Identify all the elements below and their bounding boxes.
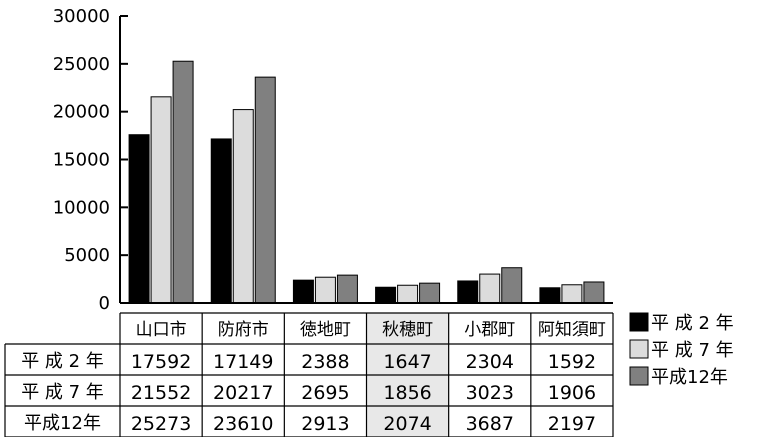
bar-山口市-2 [150, 96, 172, 304]
bar-徳地町-3 [336, 274, 358, 304]
legend-swatch [629, 312, 649, 332]
row-label: 平 成 7 年 [21, 382, 104, 403]
table-cell: 1856 [383, 382, 431, 404]
table-cell: 1592 [548, 351, 596, 373]
table-cell: 2388 [301, 351, 349, 373]
y-axis: 0 5000 10000 15000 20000 25000 30000 [53, 6, 613, 314]
category-label: 阿知須町 [538, 320, 606, 340]
legend-label: 平 成 7 年 [651, 340, 734, 361]
category-label: 秋穂町 [382, 320, 433, 340]
table-cell: 2197 [548, 413, 596, 435]
table-cell: 25273 [131, 413, 191, 435]
bar-山口市-3 [172, 60, 194, 304]
table-cell: 17149 [213, 351, 273, 373]
bar-徳地町-1 [292, 279, 314, 304]
bar-阿知須町-1 [539, 287, 561, 304]
table-cell: 2074 [383, 413, 431, 435]
row-label: 平 成 2 年 [21, 351, 104, 372]
y-tick-label: 15000 [53, 150, 110, 171]
legend-label: 平 成 2 年 [651, 313, 734, 334]
table-cell: 1647 [383, 351, 431, 373]
category-label: 防府市 [218, 320, 269, 340]
table-cell: 3687 [466, 413, 514, 435]
bars-layer [128, 60, 605, 304]
category-label: 徳地町 [300, 320, 351, 340]
category-label: 小郡町 [464, 320, 515, 340]
y-tick-label: 20000 [53, 102, 110, 123]
y-tick-label: 5000 [64, 245, 110, 266]
table-cell: 20217 [213, 382, 273, 404]
bar-秋穂町-3 [419, 282, 441, 304]
bar-阿知須町-3 [583, 281, 605, 304]
bar-小郡町-1 [457, 280, 479, 304]
bar-阿知須町-2 [561, 284, 583, 304]
bar-徳地町-2 [314, 276, 336, 304]
y-tick-label: 10000 [53, 197, 110, 218]
table-cell: 23610 [213, 413, 273, 435]
legend-swatch [629, 339, 649, 359]
legend-label: 平成12年 [651, 367, 728, 388]
y-tick-label: 30000 [53, 6, 110, 27]
table-cell: 1906 [548, 382, 596, 404]
row-label: 平成12年 [24, 413, 101, 434]
bar-防府市-3 [254, 76, 276, 304]
table-cell: 3023 [466, 382, 514, 404]
table-cell: 21552 [131, 382, 191, 404]
category-label: 山口市 [136, 320, 187, 340]
table-cell: 2913 [301, 413, 349, 435]
bar-防府市-2 [232, 109, 254, 304]
bar-秋穂町-2 [397, 284, 419, 304]
y-tick-label: 0 [99, 293, 110, 314]
legend-swatch [629, 366, 649, 386]
bar-秋穂町-1 [375, 286, 397, 304]
table-cell: 17592 [131, 351, 191, 373]
bar-小郡町-2 [479, 273, 501, 304]
y-tick-label: 25000 [53, 54, 110, 75]
table-cell: 2304 [466, 351, 514, 373]
table-cell: 2695 [301, 382, 349, 404]
bar-小郡町-3 [501, 267, 523, 304]
bar-防府市-1 [210, 138, 232, 304]
bar-山口市-1 [128, 134, 150, 304]
